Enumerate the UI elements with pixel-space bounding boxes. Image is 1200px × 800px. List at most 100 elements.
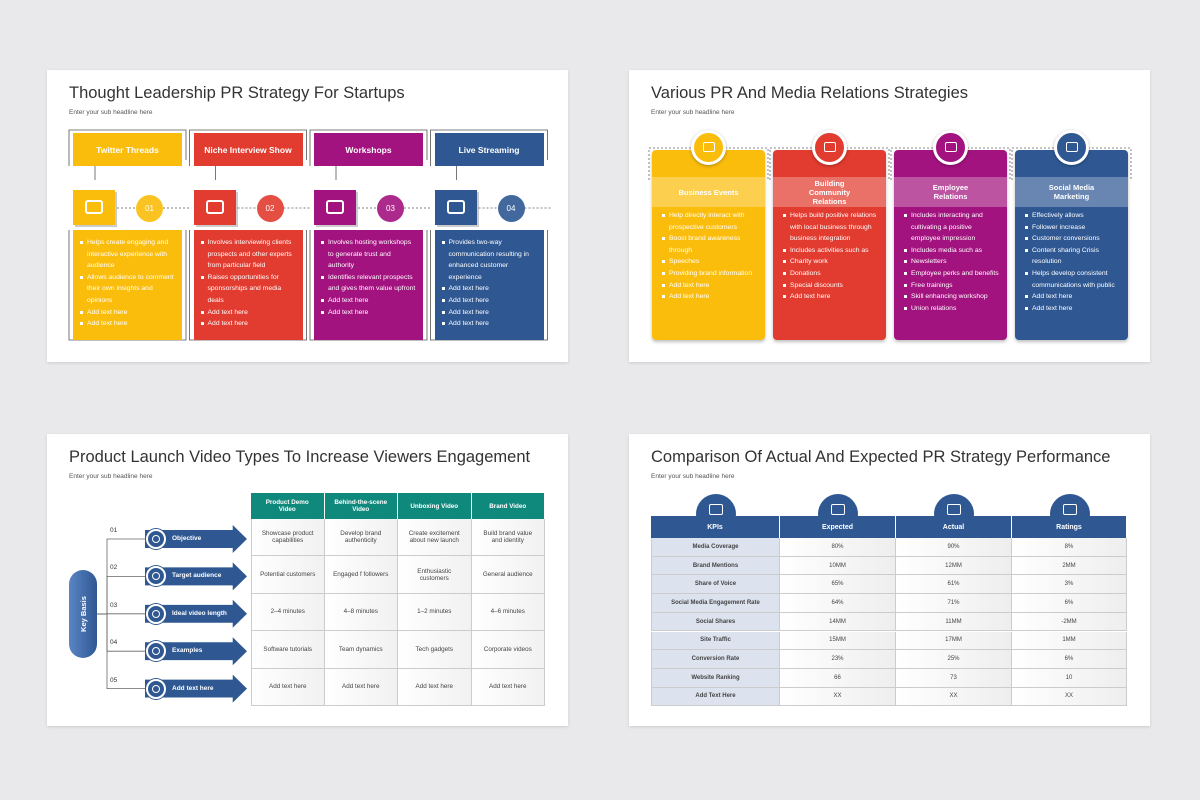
table-header: Actual — [896, 516, 1012, 538]
table-cell: 6% — [1012, 594, 1127, 613]
icon-circle — [1054, 130, 1089, 165]
icon-circle — [812, 130, 847, 165]
table-cell: XX — [896, 687, 1012, 707]
bullet: Includes interacting and cultivating a p… — [902, 210, 1001, 245]
bullet: Add text here — [78, 318, 177, 330]
table-cell: Social Media Engagement Rate — [651, 594, 780, 613]
column-heading: Twitter Threads — [73, 133, 182, 166]
slide: Product Launch Video Types To Increase V… — [47, 434, 568, 726]
bullet: Charity work — [781, 256, 880, 268]
strategy-card: Employee Relations Includes interacting a… — [894, 150, 1007, 340]
icon-circle — [933, 130, 968, 165]
icon-glyph — [947, 504, 961, 515]
table-header: Brand Video — [471, 493, 545, 519]
row-icon — [146, 678, 166, 699]
bullet: Add text here — [1023, 303, 1122, 315]
icon-glyph — [1062, 504, 1077, 515]
bullet: Follower increase — [1023, 222, 1122, 234]
table-header: Ratings — [1012, 516, 1127, 538]
step-number: 04 — [497, 195, 525, 222]
bullet: Add text here — [199, 318, 298, 330]
bullet: Add text here — [440, 295, 539, 307]
heading-band: Business Events — [652, 177, 765, 207]
icon-circle — [691, 130, 726, 165]
slide-title: Product Launch Video Types To Increase V… — [69, 448, 531, 466]
icon-glyph — [446, 200, 465, 214]
bullet: Help directly interact with prospective … — [660, 210, 759, 233]
bullet: Speeches — [660, 256, 759, 268]
bullet: Boost brand awareness through — [660, 233, 759, 256]
table-cell: 66 — [780, 668, 896, 688]
table-header: Unboxing Video — [398, 493, 472, 519]
table-cell: XX — [780, 687, 896, 707]
row-label: Examples — [172, 647, 203, 655]
table-cell: 10 — [1012, 668, 1127, 688]
icon-glyph — [831, 504, 845, 515]
strategy-card: Business Events Help directly interact wi… — [652, 150, 765, 340]
key-label: Key Basis — [78, 596, 88, 632]
table-cell: Site Traffic — [651, 631, 780, 651]
row-label: Target audience — [172, 572, 222, 580]
slide-title: Thought Leadership PR Strategy For Start… — [69, 84, 405, 102]
table-cell: 4–6 minutes — [471, 593, 545, 632]
table-cell: Develop brand authenticity — [324, 519, 398, 557]
strategy-card: Building Community Relations Helps build … — [773, 150, 886, 340]
bullet: Helps build positive relations with loca… — [781, 210, 880, 245]
row-icon — [146, 641, 166, 662]
bullet: Union relations — [902, 303, 1001, 315]
table-cell: Add Text Here — [651, 687, 780, 707]
table-header: Product Demo Video — [251, 493, 325, 519]
icon-glyph — [824, 142, 836, 152]
bullet: Includes activities such as — [781, 245, 880, 257]
bullet: Helps create engaging and interactive ex… — [78, 237, 177, 272]
icon-glyph — [152, 684, 160, 693]
row-label: Ideal video length — [172, 609, 227, 617]
table-cell: Tech gadgets — [398, 631, 472, 669]
bullet: Customer conversions — [1023, 233, 1122, 245]
table-cell: Conversion Rate — [651, 650, 780, 669]
bullet: Add text here — [781, 291, 880, 303]
table-cell: Media Coverage — [651, 538, 780, 557]
bullet: Employee perks and benefits — [902, 268, 1001, 280]
table-cell: Share of Voice — [651, 575, 780, 595]
bullet: Providing brand information — [660, 268, 759, 280]
slide-title: Comparison Of Actual And Expected PR Str… — [651, 448, 1111, 466]
table-cell: General audience — [471, 556, 545, 594]
bullet-list: Effectively allows Follower increase Custo… — [1015, 210, 1128, 314]
bullet: Involves interviewing clients prospects … — [199, 237, 298, 272]
bullet: Identifies relevant prospects and gives … — [319, 272, 418, 295]
bullet: Special discounts — [781, 280, 880, 292]
table-cell: Website Ranking — [651, 668, 780, 688]
icon-tile — [314, 190, 356, 225]
table-cell: 80% — [780, 538, 896, 557]
table-header: Expected — [780, 516, 896, 538]
slide-title: Various PR And Media Relations Strategie… — [651, 84, 969, 102]
heading-band: Employee Relations — [894, 177, 1007, 207]
table-cell: Add text here — [251, 668, 325, 706]
table-cell: 1–2 minutes — [398, 593, 472, 632]
row-number: 03 — [110, 601, 118, 609]
icon-glyph — [152, 609, 160, 618]
table-cell: 23% — [780, 650, 896, 669]
table-cell: Team dynamics — [324, 631, 398, 669]
row-number: 02 — [110, 564, 118, 572]
table-cell: 12MM — [896, 556, 1012, 576]
bullet: Add text here — [660, 280, 759, 292]
icon-glyph — [152, 572, 160, 581]
connector — [97, 538, 145, 615]
table-cell: 90% — [896, 538, 1012, 557]
icon-glyph — [945, 142, 957, 152]
content-box: Provides two-way communication resulting… — [434, 230, 544, 340]
bullet: Effectively allows — [1023, 210, 1122, 222]
bullet: Add text here — [440, 307, 539, 319]
table-cell: Social Shares — [651, 612, 780, 632]
slide: Thought Leadership PR Strategy For Start… — [47, 70, 568, 362]
bullet: Involves hosting workshops to generate t… — [319, 237, 418, 272]
bullet: Add text here — [660, 291, 759, 303]
heading-band: Building Community Relations — [773, 177, 886, 207]
row-number: 04 — [110, 639, 118, 647]
row-icon — [146, 529, 166, 549]
